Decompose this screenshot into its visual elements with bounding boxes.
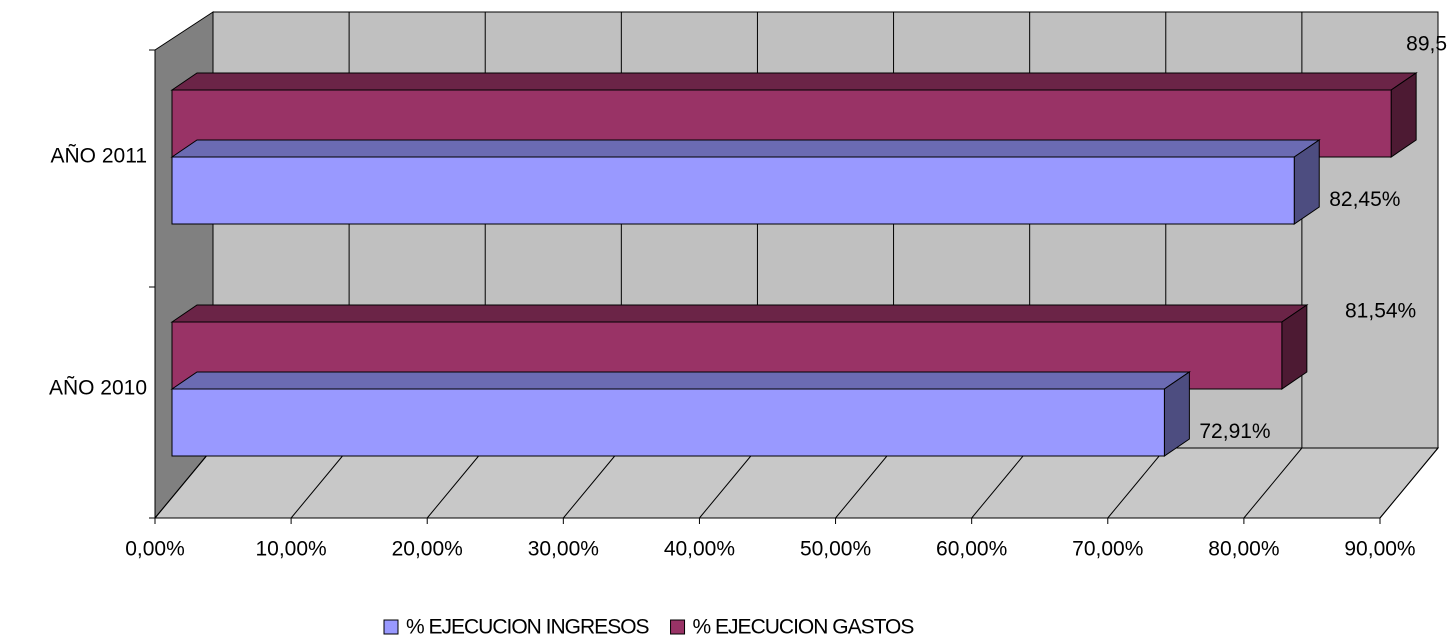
floor-grid-line [699, 447, 758, 519]
legend-label: % EJECUCION GASTOS [693, 616, 915, 639]
y-tick-label: AÑO 2011 [51, 144, 148, 168]
floor-grid-line [1379, 447, 1439, 519]
x-tick-label: 60,00% [936, 538, 1007, 561]
floor-grid-line [1243, 447, 1303, 519]
floor-grid-line [154, 447, 214, 519]
x-tick-label: 40,00% [664, 538, 735, 561]
bar-top [170, 139, 1321, 158]
x-tick-label: 30,00% [528, 538, 599, 561]
data-label: 81,54% [1345, 300, 1416, 323]
x-tick-label: 0,00% [125, 538, 185, 561]
legend-label: % EJECUCION INGRESOS [406, 616, 650, 639]
bar [171, 388, 1165, 457]
floor-grid-line [971, 447, 1031, 519]
x-tick-label: 20,00% [392, 538, 463, 561]
floor-grid-line [835, 447, 894, 519]
x-tick-label: 70,00% [1072, 538, 1143, 561]
data-label: 82,45% [1329, 188, 1400, 211]
data-label: 89,57% [1406, 33, 1447, 56]
legend-swatch [383, 619, 399, 635]
data-label: 72,91% [1199, 420, 1270, 443]
bar-top [170, 72, 1418, 91]
floor-grid-line [1107, 447, 1167, 519]
x-tick-label: 10,00% [255, 538, 326, 561]
legend-swatch [670, 619, 686, 635]
bar-top [170, 304, 1309, 323]
floor-grid-line [426, 447, 486, 519]
y-tick-label: AÑO 2010 [49, 376, 147, 400]
floor-grid-line [562, 447, 622, 519]
x-tick-label: 90,00% [1344, 538, 1415, 561]
bar [171, 156, 1295, 225]
floor [153, 447, 1440, 519]
floor-grid-line [290, 447, 350, 519]
x-tick-label: 50,00% [800, 538, 871, 561]
x-tick-label: 80,00% [1208, 538, 1279, 561]
bar-top [170, 371, 1192, 390]
